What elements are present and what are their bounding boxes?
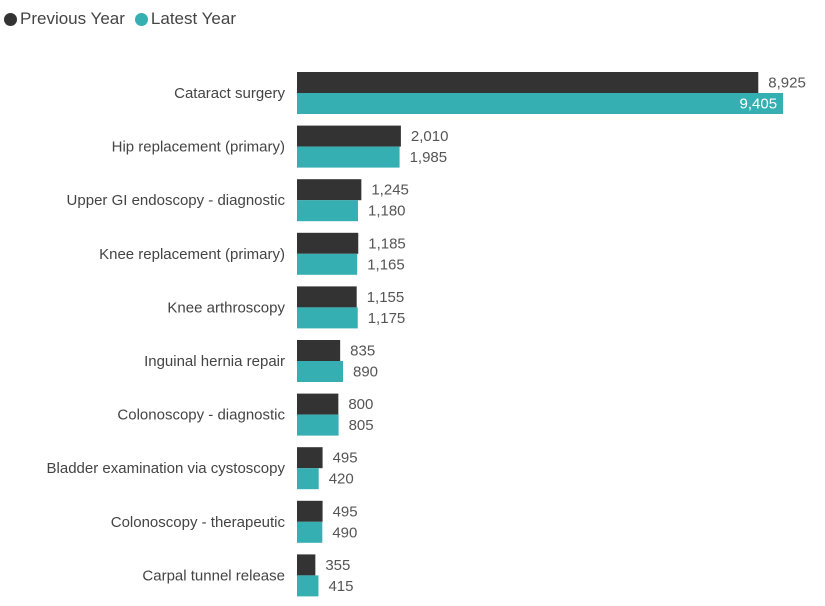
data-label: 1,175 xyxy=(368,310,406,327)
bar-previous-year[interactable] xyxy=(297,447,323,469)
legend-label-previous-year: Previous Year xyxy=(20,9,125,28)
bar-previous-year[interactable] xyxy=(297,179,362,201)
bar-latest-year[interactable] xyxy=(297,146,400,168)
legend-dot-latest-year xyxy=(134,12,148,26)
category-label: Colonoscopy - diagnostic xyxy=(117,407,285,424)
data-label: 2,010 xyxy=(411,128,449,145)
data-label: 1,185 xyxy=(368,235,406,252)
data-label: 835 xyxy=(350,343,375,360)
data-label: 800 xyxy=(348,396,373,413)
data-label: 1,985 xyxy=(410,149,448,166)
data-label: 495 xyxy=(333,503,358,520)
data-label: 420 xyxy=(329,471,354,488)
bar-previous-year[interactable] xyxy=(297,554,316,576)
data-label: 1,180 xyxy=(368,203,406,220)
category-label: Upper GI endoscopy - diagnostic xyxy=(67,192,286,209)
bar-previous-year[interactable] xyxy=(297,286,357,308)
bar-latest-year[interactable] xyxy=(297,253,358,275)
data-label: 1,155 xyxy=(367,289,405,306)
category-label: Hip replacement (primary) xyxy=(112,139,285,156)
legend-label-latest-year: Latest Year xyxy=(150,9,236,28)
data-label: 495 xyxy=(333,450,358,467)
data-label: 415 xyxy=(328,578,353,595)
data-label: 805 xyxy=(349,417,374,434)
category-label: Knee replacement (primary) xyxy=(99,246,285,263)
category-label: Cataract surgery xyxy=(174,85,285,102)
legend: Previous Year Latest Year xyxy=(4,9,246,29)
data-label: 890 xyxy=(353,364,378,381)
bar-latest-year[interactable] xyxy=(297,93,784,114)
bar-latest-year[interactable] xyxy=(297,521,323,543)
bar-previous-year[interactable] xyxy=(297,393,339,415)
category-label: Inguinal hernia repair xyxy=(144,353,285,370)
bar-latest-year[interactable] xyxy=(297,414,339,436)
bar-latest-year[interactable] xyxy=(297,200,358,222)
bar-previous-year[interactable] xyxy=(297,72,759,93)
bar-previous-year[interactable] xyxy=(297,125,401,147)
legend-item-latest-year[interactable]: Latest Year xyxy=(134,9,236,29)
data-label: 9,405 xyxy=(740,96,778,113)
category-label: Colonoscopy - therapeutic xyxy=(111,514,286,531)
bar-previous-year[interactable] xyxy=(297,500,323,522)
bar-latest-year[interactable] xyxy=(297,575,319,597)
legend-item-previous-year[interactable]: Previous Year xyxy=(4,9,125,29)
bar-latest-year[interactable] xyxy=(297,361,343,382)
data-label: 490 xyxy=(332,524,357,541)
category-label: Knee arthroscopy xyxy=(167,299,285,316)
bar-previous-year[interactable] xyxy=(297,232,359,254)
data-label: 8,925 xyxy=(768,75,806,92)
data-label: 1,245 xyxy=(371,182,409,199)
data-label: 355 xyxy=(325,557,350,574)
bar-latest-year[interactable] xyxy=(297,307,358,329)
bar-previous-year[interactable] xyxy=(297,340,341,361)
bar-latest-year[interactable] xyxy=(297,468,319,490)
data-label: 1,165 xyxy=(367,256,405,273)
category-label: Bladder examination via cystoscopy xyxy=(47,460,286,477)
category-label: Carpal tunnel release xyxy=(142,567,285,584)
legend-dot-previous-year xyxy=(4,12,17,26)
